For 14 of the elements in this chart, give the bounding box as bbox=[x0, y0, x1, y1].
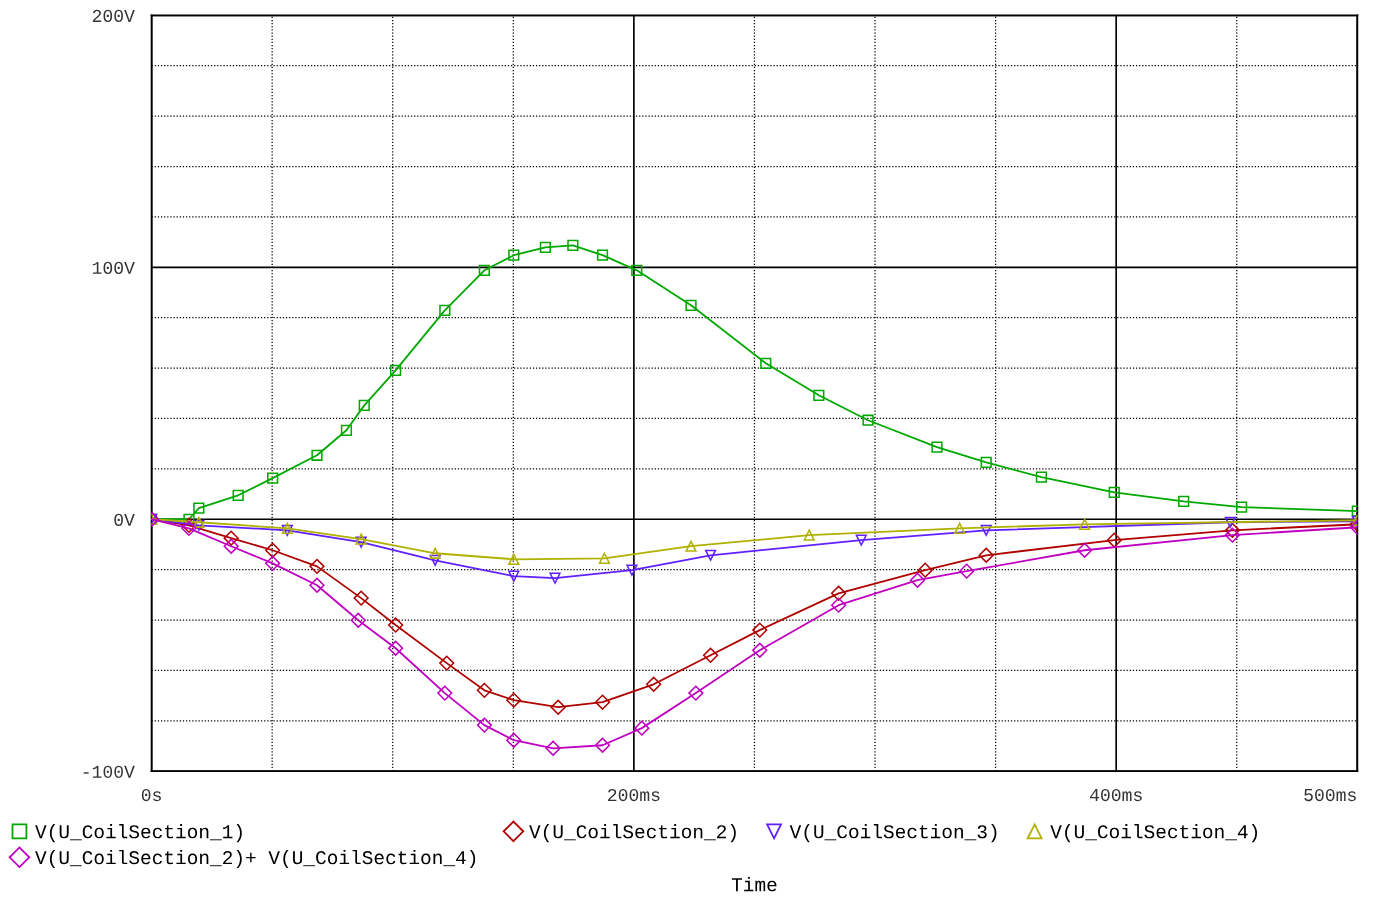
legend-label: V(U_CoilSection_1) bbox=[35, 824, 242, 843]
x-tick-label: 500ms bbox=[1304, 788, 1356, 802]
y-tick-label: -100V bbox=[83, 765, 135, 778]
x-tick-label: 0s bbox=[141, 788, 161, 802]
legend-label: V(U_CoilSection_2) bbox=[529, 824, 736, 843]
legend-label: V(U_CoilSection_4) bbox=[1050, 824, 1257, 843]
legend-label: V(U_CoilSection_2)+ V(U_CoilSection_4) bbox=[35, 849, 476, 869]
x-tick-label: 200ms bbox=[608, 788, 660, 802]
x-tick-label: 400ms bbox=[1090, 788, 1142, 802]
x-axis-title: Time bbox=[731, 877, 777, 892]
y-tick-label: 0V bbox=[114, 513, 135, 526]
y-tick-label: 200V bbox=[92, 9, 135, 23]
legend-label: V(U_CoilSection_3) bbox=[789, 824, 997, 843]
y-tick-label: 100V bbox=[92, 261, 135, 275]
